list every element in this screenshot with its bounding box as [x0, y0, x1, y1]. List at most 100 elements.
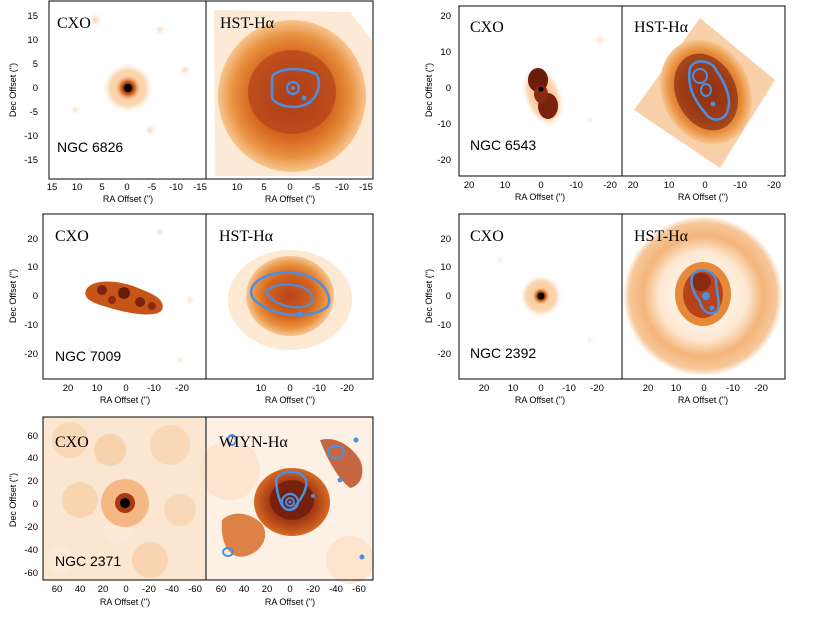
- object-label-ngc2392: NGC 2392: [470, 345, 536, 361]
- tick-label: 20: [262, 584, 273, 595]
- panel-title-cxo: CXO: [470, 19, 504, 36]
- object-label-ngc7009: NGC 7009: [55, 348, 121, 364]
- tick-label: -20: [603, 180, 617, 191]
- tick-label: 10: [500, 180, 511, 191]
- tick-label: -10: [437, 119, 451, 130]
- panel-ngc7009-hst: HST-Hα: [205, 213, 374, 380]
- dec-axis-label: Dec Offset (''): [8, 473, 18, 527]
- tick-label: -60: [24, 568, 38, 579]
- tick-label: -40: [24, 545, 38, 556]
- tick-label: 20: [464, 180, 475, 191]
- object-label-ngc6543: NGC 6543: [470, 137, 536, 153]
- tick-label: -60: [352, 584, 366, 595]
- tick-label: -20: [437, 155, 451, 166]
- tick-label: 15: [47, 182, 58, 193]
- panel-title-hst: HST-Hα: [219, 228, 274, 245]
- tick-label: 5: [261, 182, 266, 193]
- tick-label: -20: [24, 349, 38, 360]
- tick-label: -20: [340, 383, 354, 394]
- panel-title-hst: HST-Hα: [634, 19, 689, 36]
- panel-ngc2371-cxo: CXO NGC 2371: [42, 416, 207, 581]
- ra-axis-label: RA Offset (''): [100, 395, 150, 405]
- ra-axis-label: RA Offset (''): [100, 597, 150, 607]
- panel-title-cxo: CXO: [470, 228, 504, 245]
- tick-label: -10: [569, 180, 583, 191]
- tick-label: 10: [72, 182, 83, 193]
- tick-label: 60: [216, 584, 227, 595]
- tick-label: 20: [98, 584, 109, 595]
- axes-ngc2392: 20 10 0 -10 -20 Dec Offset ('') 20 10 0 …: [424, 234, 768, 405]
- tick-label: 10: [256, 383, 267, 394]
- tick-label: -10: [312, 383, 326, 394]
- tick-label: 0: [33, 291, 38, 302]
- tick-label: 20: [440, 234, 451, 245]
- tick-label: 10: [440, 262, 451, 273]
- tick-label: 5: [33, 59, 38, 70]
- tick-label: -5: [30, 107, 38, 118]
- tick-label: 0: [287, 182, 292, 193]
- tick-label: 0: [124, 182, 129, 193]
- tick-label: -10: [733, 180, 747, 191]
- tick-label: 20: [63, 383, 74, 394]
- tick-label: 0: [446, 83, 451, 94]
- axes-ngc7009: 20 10 0 -10 -20 Dec Offset ('') 20 10 0 …: [8, 234, 354, 405]
- dec-axis-label: Dec Offset (''): [8, 63, 18, 117]
- tick-label: 10: [671, 383, 682, 394]
- tick-label: 20: [479, 383, 490, 394]
- panel-title-cxo: CXO: [57, 15, 91, 32]
- tick-label: 0: [123, 584, 128, 595]
- ra-axis-label: RA Offset (''): [678, 192, 728, 202]
- tick-label: -10: [169, 182, 183, 193]
- tick-label: 0: [538, 383, 543, 394]
- ra-axis-label: RA Offset (''): [103, 194, 153, 204]
- tick-label: 0: [701, 383, 706, 394]
- tick-label: 15: [27, 11, 38, 22]
- ra-axis-label: RA Offset (''): [515, 192, 565, 202]
- tick-label: -15: [359, 182, 373, 193]
- object-label-ngc6826: NGC 6826: [57, 139, 123, 155]
- tick-label: 5: [99, 182, 104, 193]
- tick-label: 10: [27, 35, 38, 46]
- tick-label: 0: [287, 383, 292, 394]
- dec-axis-label: Dec Offset (''): [8, 269, 18, 323]
- tick-label: -20: [767, 180, 781, 191]
- panel-ngc2392-hst: HST-Hα: [621, 213, 786, 380]
- tick-label: 0: [287, 584, 292, 595]
- tick-label: -40: [329, 584, 343, 595]
- tick-label: -20: [24, 522, 38, 533]
- panel-title-hst: HST-Hα: [220, 15, 275, 32]
- tick-label: 10: [664, 180, 675, 191]
- tick-label: -10: [562, 383, 576, 394]
- panel-ngc6826-cxo: CXO NGC 6826: [48, 0, 207, 180]
- tick-label: 10: [27, 262, 38, 273]
- ra-axis-label: RA Offset (''): [515, 395, 565, 405]
- ra-axis-label: RA Offset (''): [678, 395, 728, 405]
- axes-ngc2371: 60 40 20 0 -20 -40 -60 Dec Offset ('') 6…: [8, 431, 366, 607]
- ra-axis-label: RA Offset (''): [265, 395, 315, 405]
- object-label-ngc2371: NGC 2371: [55, 553, 121, 569]
- tick-label: 40: [75, 584, 86, 595]
- tick-label: 40: [239, 584, 250, 595]
- tick-label: 20: [643, 383, 654, 394]
- tick-label: 20: [27, 476, 38, 487]
- tick-label: -10: [726, 383, 740, 394]
- ra-axis-label: RA Offset (''): [265, 597, 315, 607]
- tick-label: 10: [508, 383, 519, 394]
- panel-title-cxo: CXO: [55, 228, 89, 245]
- tick-label: 60: [27, 431, 38, 442]
- tick-label: 0: [702, 180, 707, 191]
- tick-label: -40: [165, 584, 179, 595]
- dec-axis-label: Dec Offset (''): [424, 63, 434, 117]
- ra-axis-label: RA Offset (''): [265, 194, 315, 204]
- tick-label: 0: [123, 383, 128, 394]
- tick-label: -10: [437, 320, 451, 331]
- tick-label: 10: [92, 383, 103, 394]
- tick-label: 10: [440, 47, 451, 58]
- tick-label: 20: [440, 11, 451, 22]
- tick-label: -20: [590, 383, 604, 394]
- tick-label: 0: [33, 83, 38, 94]
- tick-label: -5: [148, 182, 156, 193]
- tick-label: 10: [232, 182, 243, 193]
- contour-xray: [270, 67, 321, 109]
